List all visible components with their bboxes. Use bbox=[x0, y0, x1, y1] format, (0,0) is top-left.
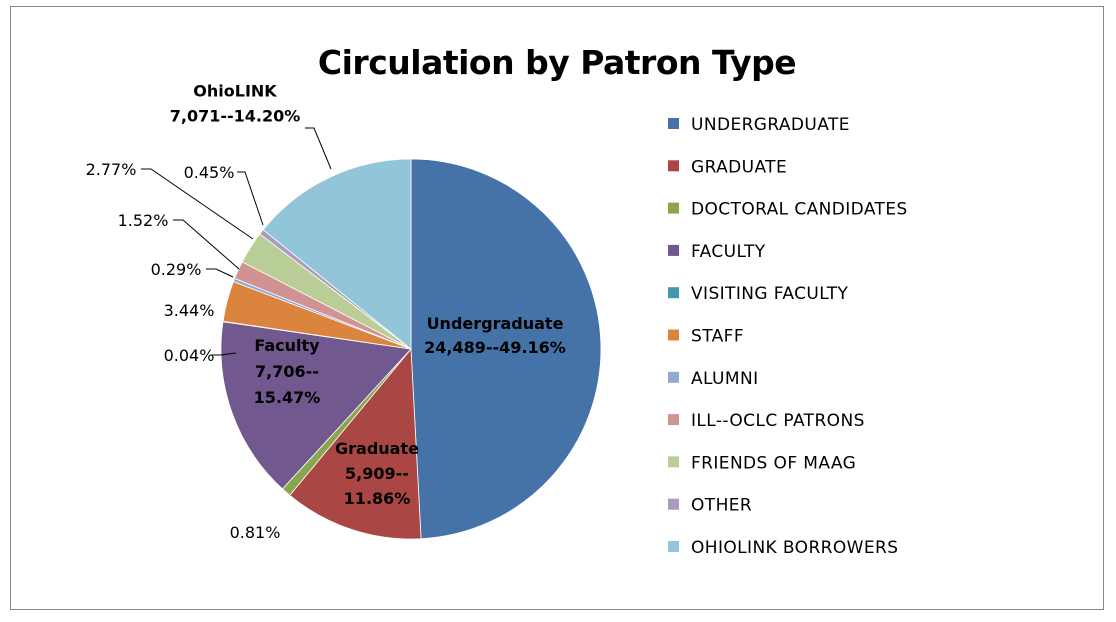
legend-swatch-undergraduate bbox=[668, 118, 679, 129]
data-label-undergraduate: Undergraduate 24,489--49.16% bbox=[424, 314, 566, 357]
pie-chart: Circulation by Patron Type Undergraduate… bbox=[86, 43, 908, 558]
legend-item-graduate: GRADUATE bbox=[668, 157, 787, 177]
pie-slice-ohiolink-borrowers bbox=[262, 158, 412, 350]
legend-item-ill-oclc-patrons: ILL--OCLC PATRONS bbox=[668, 411, 865, 431]
legend-swatch-ohiolink-borrowers bbox=[668, 541, 679, 552]
data-labels: Undergraduate 24,489--49.16% Graduate 5,909… bbox=[86, 82, 566, 543]
legend-swatch-friends-of-maag bbox=[668, 456, 679, 468]
leader-line-visiting-faculty bbox=[211, 352, 237, 356]
legend-label-friends-of-maag: FRIENDS OF MAAG bbox=[691, 453, 856, 473]
legend-swatch-visiting-faculty bbox=[668, 287, 679, 299]
pie-slice-undergraduate bbox=[410, 158, 602, 540]
legend-item-staff: STAFF bbox=[668, 327, 744, 347]
legend-label-other: OTHER bbox=[691, 496, 752, 516]
chart-title: Circulation by Patron Type bbox=[318, 43, 796, 82]
leader-line-alumni bbox=[206, 268, 234, 278]
data-label-visiting-faculty: 0.04% bbox=[164, 346, 215, 365]
legend-swatch-staff bbox=[668, 329, 679, 341]
legend-label-staff: STAFF bbox=[691, 327, 744, 347]
leader-lines bbox=[141, 127, 332, 356]
legend-swatch-ill-oclc-patrons bbox=[668, 414, 679, 426]
data-label-other: 0.45% bbox=[184, 163, 235, 182]
legend-swatch-alumni bbox=[668, 371, 679, 383]
data-label-doctoral-candidates: 0.81% bbox=[230, 523, 281, 542]
legend-swatch-doctoral-candidates bbox=[668, 202, 679, 214]
legend-item-undergraduate: UNDERGRADUATE bbox=[668, 115, 850, 135]
legend-swatch-faculty bbox=[668, 244, 679, 256]
data-label-faculty: Faculty 7,706--15.47% bbox=[254, 336, 321, 407]
legend-swatch-graduate bbox=[668, 160, 679, 172]
leader-line-friends-of-maag bbox=[141, 168, 254, 240]
legend-label-ohiolink-borrowers: OHIOLINK BORROWERS bbox=[691, 538, 898, 558]
legend-label-graduate: GRADUATE bbox=[691, 157, 787, 177]
pie-slice-faculty bbox=[220, 321, 412, 490]
legend-label-alumni: ALUMNI bbox=[691, 369, 759, 389]
legend-label-faculty: FACULTY bbox=[691, 242, 766, 262]
leader-line-ill-oclc-patrons bbox=[173, 219, 240, 270]
legend-item-faculty: FACULTY bbox=[668, 242, 766, 262]
legend-swatch-other bbox=[668, 498, 679, 510]
legend-label-ill-oclc-patrons: ILL--OCLC PATRONS bbox=[691, 411, 865, 431]
legend-item-friends-of-maag: FRIENDS OF MAAG bbox=[668, 453, 856, 473]
legend-item-other: OTHER bbox=[668, 496, 752, 516]
data-label-staff: 3.44% bbox=[164, 301, 215, 320]
data-label-ill-oclc-patrons: 1.52% bbox=[118, 211, 169, 230]
legend-item-ohiolink-borrowers: OHIOLINK BORROWERS bbox=[668, 538, 898, 558]
leader-line-ohiolink-borrowers bbox=[305, 127, 332, 170]
data-label-ohiolink-borrowers: OhioLINK 7,071--14.20% bbox=[170, 82, 301, 126]
data-label-graduate: Graduate 5,909--11.86% bbox=[335, 439, 419, 508]
legend-item-doctoral-candidates: DOCTORAL CANDIDATES bbox=[668, 200, 908, 220]
legend: UNDERGRADUATE GRADUATE DOCTORAL CANDIDATES… bbox=[668, 115, 908, 558]
legend-label-undergraduate: UNDERGRADUATE bbox=[691, 115, 850, 135]
data-label-alumni: 0.29% bbox=[151, 260, 202, 279]
chart-frame: Circulation by Patron Type Undergraduate… bbox=[10, 6, 1104, 610]
leader-line-other bbox=[237, 171, 264, 226]
legend-label-visiting-faculty: VISITING FACULTY bbox=[691, 284, 849, 304]
data-label-friends-of-maag: 2.77% bbox=[86, 160, 137, 179]
legend-label-doctoral-candidates: DOCTORAL CANDIDATES bbox=[691, 200, 908, 220]
pie-slice-graduate bbox=[289, 347, 422, 540]
legend-item-alumni: ALUMNI bbox=[668, 369, 759, 389]
pie-slices bbox=[220, 158, 602, 540]
legend-item-visiting-faculty: VISITING FACULTY bbox=[668, 284, 849, 304]
